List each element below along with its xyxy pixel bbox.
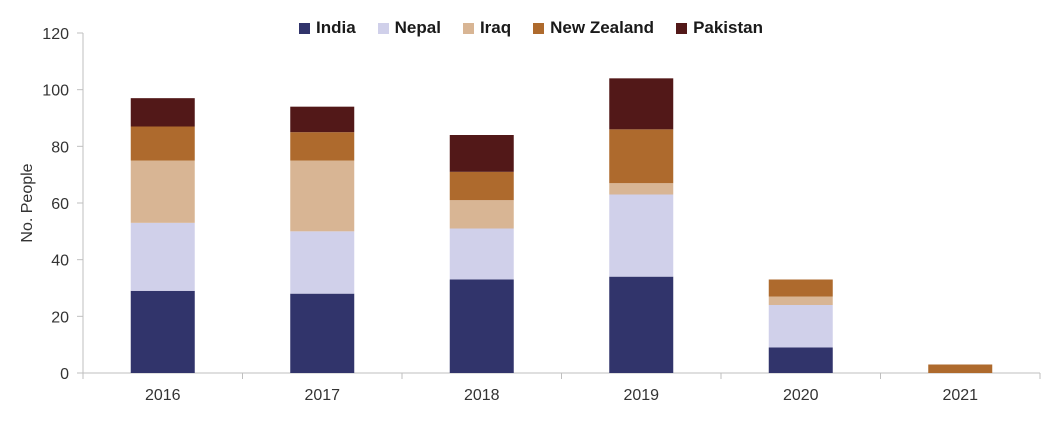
x-axis: 2016 2017 2018 2019 2020 2021 [82, 372, 1041, 404]
legend-label: India [315, 18, 356, 37]
x-tick-label: 2019 [623, 387, 659, 404]
legend-item[interactable]: India [298, 18, 356, 38]
y-tick-label: 100 [42, 83, 69, 100]
legend-label: Pakistan [693, 18, 763, 37]
y-tick-label: 120 [42, 26, 69, 43]
bar-segment [130, 160, 195, 223]
y-tick-label: 80 [51, 139, 69, 156]
bar-segment [449, 279, 514, 373]
bar-segment [130, 98, 195, 127]
x-tick-label: 2020 [783, 387, 819, 404]
legend-label: Iraq [479, 18, 512, 37]
bar-segment [130, 290, 195, 373]
bar-segment [290, 160, 355, 232]
legend: India Nepal Iraq New Zealand Pakistan [0, 18, 1062, 38]
bar-segment [609, 78, 674, 130]
bars [130, 78, 993, 373]
x-tick-label: 2016 [145, 387, 181, 404]
legend-item[interactable]: Nepal [377, 18, 441, 38]
bar-segment [290, 106, 355, 133]
x-tick-label: 2017 [304, 387, 340, 404]
legend-item[interactable]: Iraq [462, 18, 512, 38]
legend-swatch [377, 22, 389, 34]
bar-segment [768, 279, 833, 297]
y-tick-label: 0 [60, 366, 69, 383]
y-tick-label: 20 [51, 309, 69, 326]
bar-segment [130, 126, 195, 161]
bar-segment [449, 200, 514, 229]
bar-segment [130, 222, 195, 291]
legend-swatch [298, 22, 310, 34]
bar-segment [449, 228, 514, 280]
bar-segment [609, 194, 674, 277]
bar-segment [449, 171, 514, 201]
bar-segment [290, 231, 355, 294]
bar-segment [928, 364, 993, 373]
legend-item[interactable]: Pakistan [676, 18, 763, 38]
legend-swatch [462, 22, 474, 34]
legend-swatch [676, 22, 688, 34]
bar-segment [290, 132, 355, 161]
legend-label: Nepal [394, 18, 441, 37]
bar-segment [609, 183, 674, 195]
bar-segment [768, 347, 833, 373]
bar-segment [290, 293, 355, 373]
bar-segment [768, 305, 833, 348]
bar-segment [449, 135, 514, 172]
bar-segment [609, 129, 674, 184]
y-axis: 0 20 40 60 80 100 120 [42, 26, 84, 383]
legend-item[interactable]: New Zealand [533, 18, 654, 38]
legend-swatch [533, 22, 545, 34]
legend-label: New Zealand [550, 18, 655, 37]
x-tick-label: 2021 [942, 387, 978, 404]
y-tick-label: 40 [51, 253, 69, 270]
y-axis-label: No. People [19, 163, 36, 242]
x-tick-label: 2018 [464, 387, 500, 404]
bar-segment [609, 276, 674, 373]
y-tick-label: 60 [51, 196, 69, 213]
bar-segment [768, 296, 833, 305]
